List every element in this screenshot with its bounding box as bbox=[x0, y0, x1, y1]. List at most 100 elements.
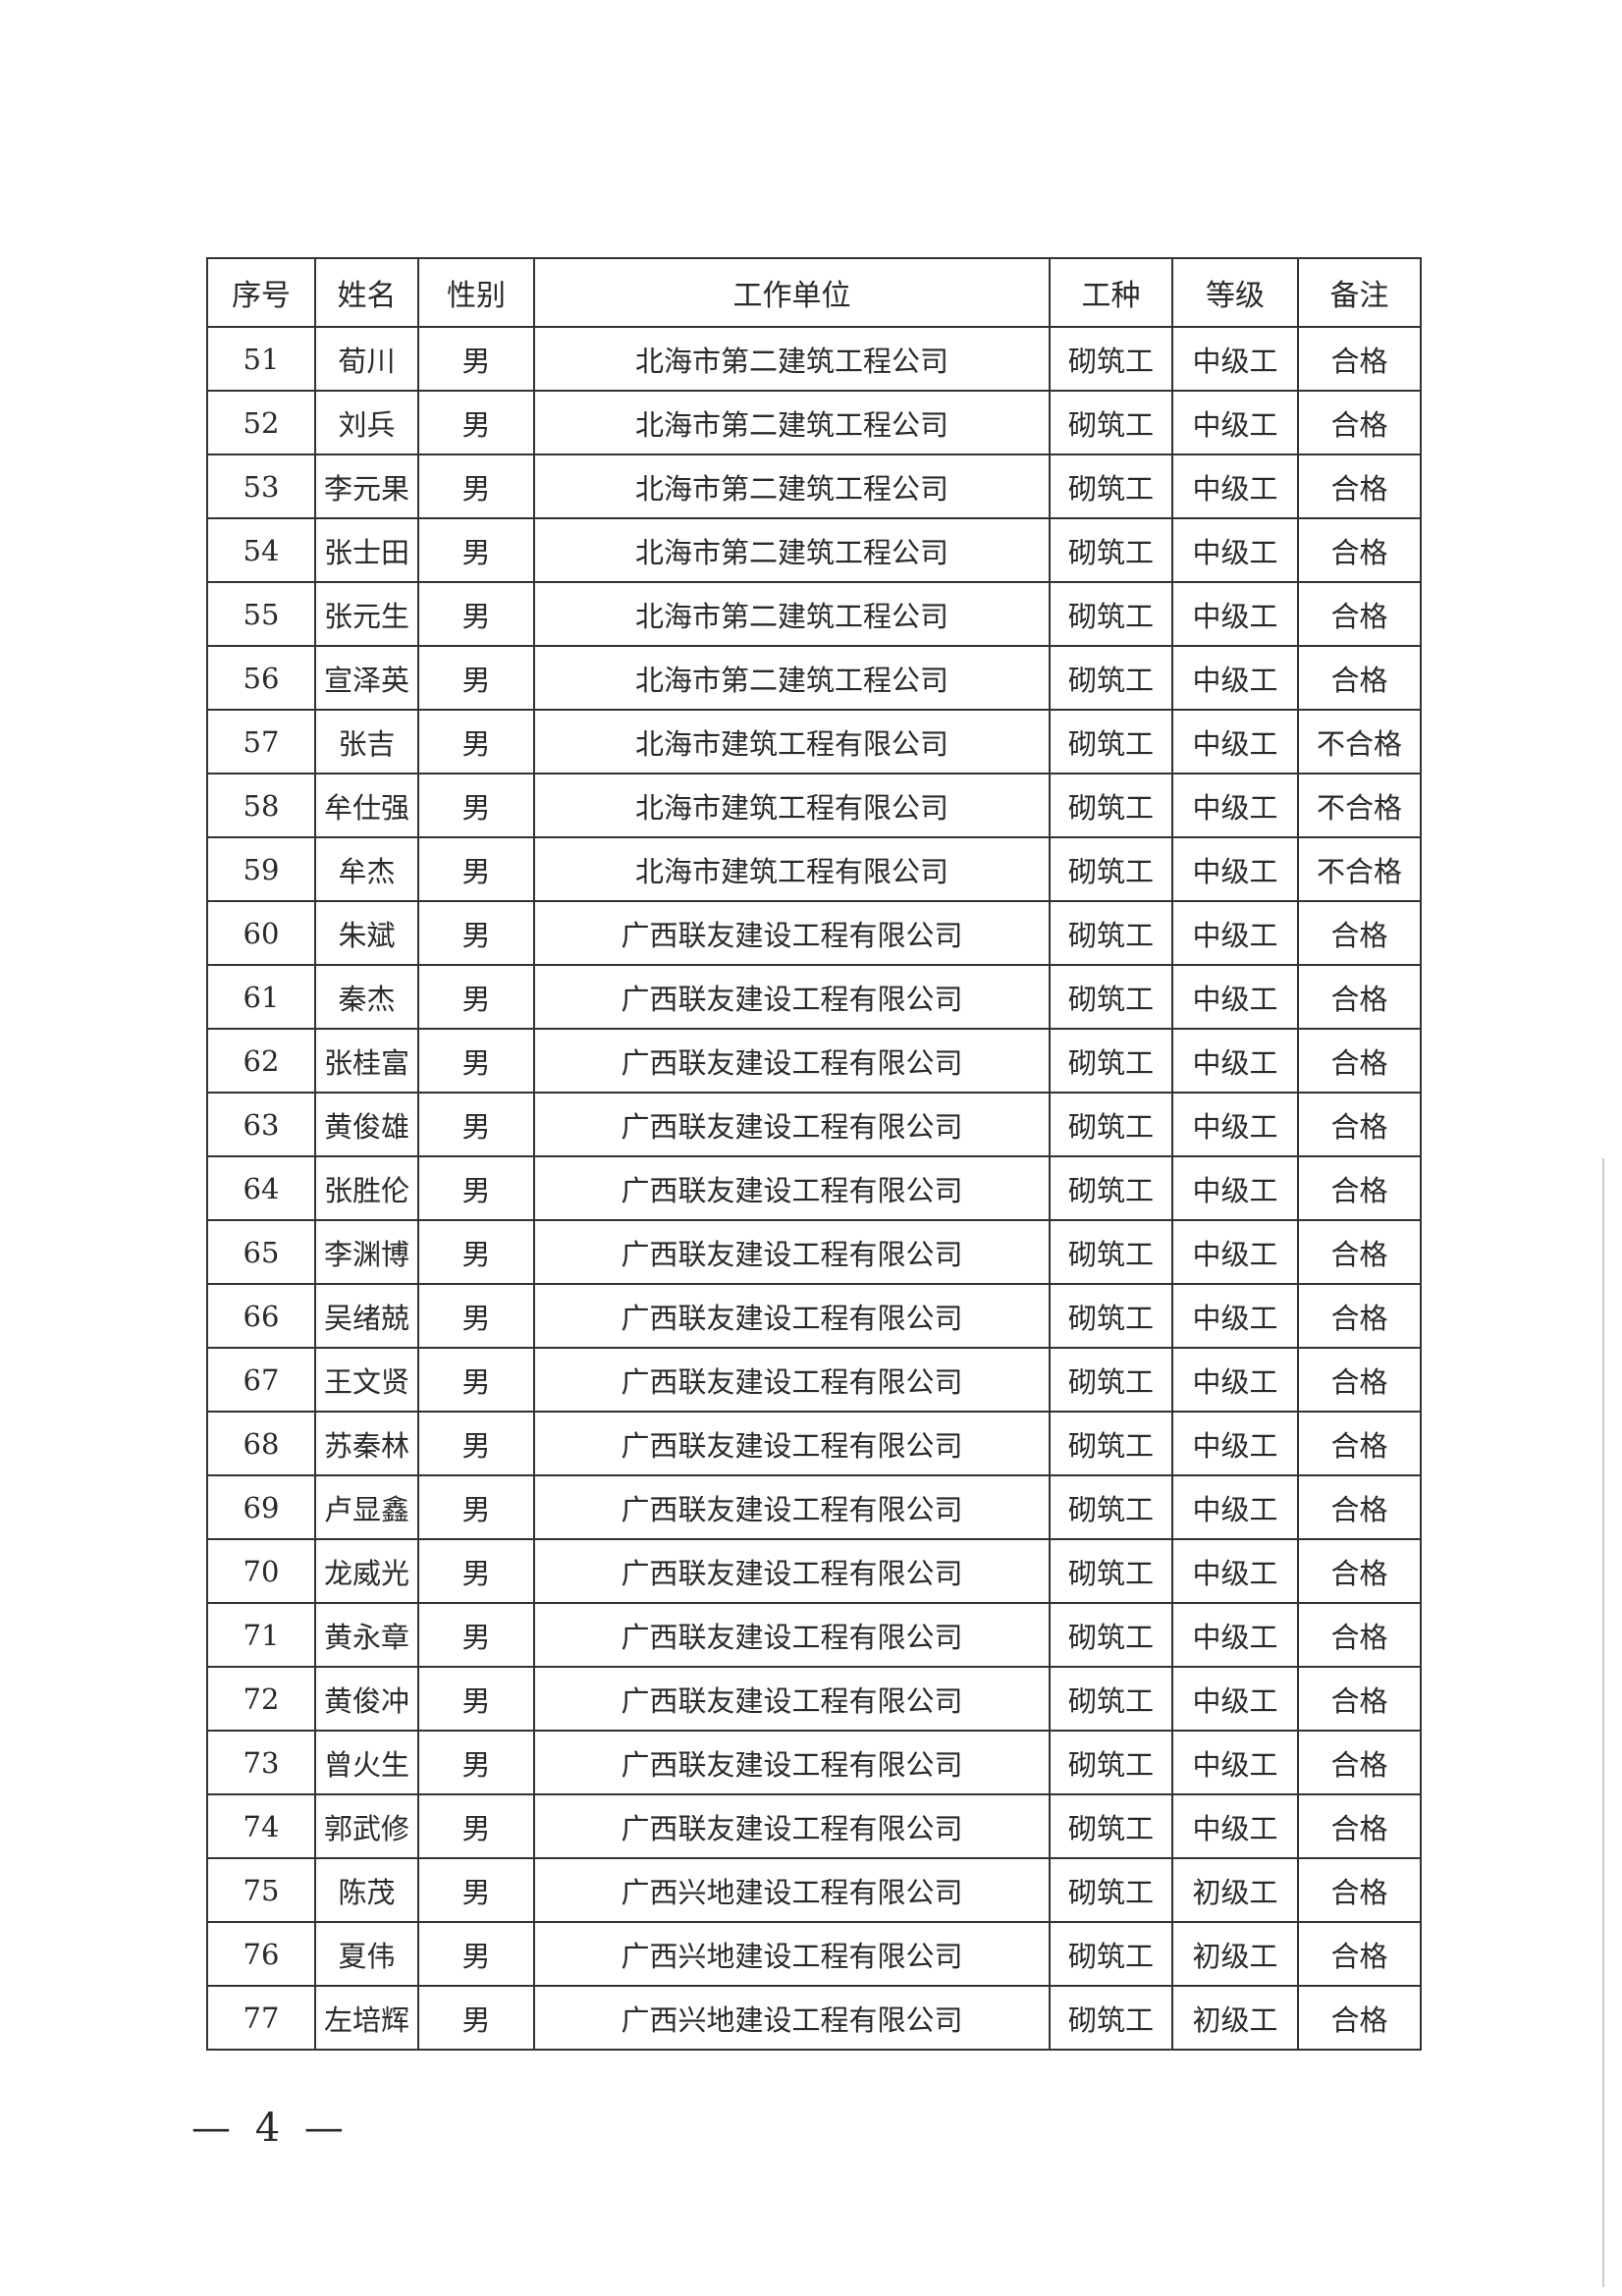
cell-gender: 男 bbox=[417, 1219, 535, 1285]
table-row: 54 张士田男北海市第二建筑工程公司 砌筑工 中级工 合格 bbox=[206, 517, 1422, 583]
cell-remark: 合格 bbox=[1297, 1219, 1422, 1285]
cell-index: 75 bbox=[206, 1857, 316, 1923]
cell-employer: 广西联友建设工程有限公司 bbox=[533, 1155, 1051, 1221]
cell-trade: 砌筑工 bbox=[1049, 1474, 1173, 1540]
cell-name: 张胜伦 bbox=[314, 1155, 419, 1221]
cell-remark: 不合格 bbox=[1297, 836, 1422, 902]
cell-index: 52 bbox=[206, 390, 316, 455]
cell-employer: 广西联友建设工程有限公司 bbox=[533, 964, 1051, 1030]
cell-index: 76 bbox=[206, 1921, 316, 1987]
cell-gender: 男 bbox=[417, 1921, 535, 1987]
cell-name: 黄永章 bbox=[314, 1602, 419, 1668]
cell-employer: 广西联友建设工程有限公司 bbox=[533, 1538, 1051, 1604]
cell-level: 中级工 bbox=[1171, 1411, 1299, 1476]
cell-name: 张桂富 bbox=[314, 1028, 419, 1094]
cell-index: 72 bbox=[206, 1666, 316, 1732]
cell-trade: 砌筑工 bbox=[1049, 645, 1173, 711]
header-gender: 性别 bbox=[417, 257, 535, 328]
cell-trade: 砌筑工 bbox=[1049, 709, 1173, 774]
cell-gender: 男 bbox=[417, 1092, 535, 1157]
cell-gender: 男 bbox=[417, 1347, 535, 1413]
cell-trade: 砌筑工 bbox=[1049, 900, 1173, 966]
cell-trade: 砌筑工 bbox=[1049, 1155, 1173, 1221]
cell-gender: 男 bbox=[417, 1666, 535, 1732]
cell-gender: 男 bbox=[417, 1985, 535, 2051]
cell-remark: 合格 bbox=[1297, 1730, 1422, 1795]
cell-employer: 北海市第二建筑工程公司 bbox=[533, 390, 1051, 455]
table-row: 59 牟杰男北海市建筑工程有限公司 砌筑工 中级工 不合格 bbox=[206, 836, 1422, 902]
cell-remark: 合格 bbox=[1297, 454, 1422, 519]
cell-gender: 男 bbox=[417, 836, 535, 902]
cell-name: 荀川 bbox=[314, 326, 419, 392]
cell-index: 54 bbox=[206, 517, 316, 583]
cell-gender: 男 bbox=[417, 517, 535, 583]
cell-trade: 砌筑工 bbox=[1049, 773, 1173, 838]
cell-name: 张元生 bbox=[314, 581, 419, 647]
scan-edge-line bbox=[1602, 1158, 1604, 2287]
cell-name: 黄俊冲 bbox=[314, 1666, 419, 1732]
cell-remark: 合格 bbox=[1297, 1474, 1422, 1540]
cell-index: 62 bbox=[206, 1028, 316, 1094]
cell-index: 53 bbox=[206, 454, 316, 519]
cell-gender: 男 bbox=[417, 1857, 535, 1923]
cell-employer: 广西联友建设工程有限公司 bbox=[533, 1793, 1051, 1859]
cell-level: 中级工 bbox=[1171, 517, 1299, 583]
cell-name: 吴绪兢 bbox=[314, 1283, 419, 1349]
cell-gender: 男 bbox=[417, 1793, 535, 1859]
cell-employer: 广西联友建设工程有限公司 bbox=[533, 1347, 1051, 1413]
cell-remark: 合格 bbox=[1297, 1666, 1422, 1732]
table-row: 71 黄永章男广西联友建设工程有限公司 砌筑工 中级工 合格 bbox=[206, 1602, 1422, 1668]
cell-name: 左培辉 bbox=[314, 1985, 419, 2051]
table-row: 55 张元生男北海市第二建筑工程公司 砌筑工 中级工 合格 bbox=[206, 581, 1422, 647]
cell-index: 73 bbox=[206, 1730, 316, 1795]
cell-employer: 广西兴地建设工程有限公司 bbox=[533, 1857, 1051, 1923]
cell-gender: 男 bbox=[417, 1028, 535, 1094]
results-table: 序号 姓名 性别 工作单位 工种 等级 备注 51 荀川男北海市第二建筑工程公司砌… bbox=[206, 257, 1422, 2051]
cell-index: 59 bbox=[206, 836, 316, 902]
cell-trade: 砌筑工 bbox=[1049, 1666, 1173, 1732]
cell-index: 56 bbox=[206, 645, 316, 711]
cell-name: 龙威光 bbox=[314, 1538, 419, 1604]
header-employer: 工作单位 bbox=[533, 257, 1051, 328]
table-row: 67 王文贤男广西联友建设工程有限公司 砌筑工 中级工 合格 bbox=[206, 1347, 1422, 1413]
cell-employer: 广西联友建设工程有限公司 bbox=[533, 1028, 1051, 1094]
cell-trade: 砌筑工 bbox=[1049, 1602, 1173, 1668]
cell-level: 中级工 bbox=[1171, 1474, 1299, 1540]
cell-trade: 砌筑工 bbox=[1049, 1028, 1173, 1094]
cell-level: 中级工 bbox=[1171, 454, 1299, 519]
cell-employer: 广西联友建设工程有限公司 bbox=[533, 1219, 1051, 1285]
cell-employer: 广西兴地建设工程有限公司 bbox=[533, 1921, 1051, 1987]
cell-remark: 合格 bbox=[1297, 581, 1422, 647]
cell-employer: 北海市建筑工程有限公司 bbox=[533, 709, 1051, 774]
header-trade: 工种 bbox=[1049, 257, 1173, 328]
cell-name: 苏秦林 bbox=[314, 1411, 419, 1476]
cell-level: 中级工 bbox=[1171, 1666, 1299, 1732]
cell-gender: 男 bbox=[417, 1411, 535, 1476]
cell-index: 66 bbox=[206, 1283, 316, 1349]
cell-remark: 合格 bbox=[1297, 1028, 1422, 1094]
cell-trade: 砌筑工 bbox=[1049, 836, 1173, 902]
cell-trade: 砌筑工 bbox=[1049, 1793, 1173, 1859]
cell-remark: 合格 bbox=[1297, 1155, 1422, 1221]
table-header-row: 序号 姓名 性别 工作单位 工种 等级 备注 bbox=[206, 257, 1422, 328]
cell-remark: 合格 bbox=[1297, 1857, 1422, 1923]
cell-level: 中级工 bbox=[1171, 836, 1299, 902]
cell-name: 夏伟 bbox=[314, 1921, 419, 1987]
table-row: 58 牟仕强男北海市建筑工程有限公司 砌筑工 中级工 不合格 bbox=[206, 773, 1422, 838]
cell-level: 中级工 bbox=[1171, 1793, 1299, 1859]
table-row: 65 李渊博男广西联友建设工程有限公司 砌筑工 中级工 合格 bbox=[206, 1219, 1422, 1285]
cell-trade: 砌筑工 bbox=[1049, 454, 1173, 519]
cell-index: 57 bbox=[206, 709, 316, 774]
cell-level: 中级工 bbox=[1171, 645, 1299, 711]
cell-trade: 砌筑工 bbox=[1049, 1730, 1173, 1795]
cell-remark: 合格 bbox=[1297, 1793, 1422, 1859]
cell-level: 中级工 bbox=[1171, 1602, 1299, 1668]
cell-trade: 砌筑工 bbox=[1049, 581, 1173, 647]
cell-level: 中级工 bbox=[1171, 1730, 1299, 1795]
cell-name: 张士田 bbox=[314, 517, 419, 583]
cell-level: 中级工 bbox=[1171, 1155, 1299, 1221]
cell-level: 中级工 bbox=[1171, 1028, 1299, 1094]
cell-index: 77 bbox=[206, 1985, 316, 2051]
table-row: 52 刘兵男北海市第二建筑工程公司 砌筑工 中级工 合格 bbox=[206, 390, 1422, 455]
cell-trade: 砌筑工 bbox=[1049, 1538, 1173, 1604]
